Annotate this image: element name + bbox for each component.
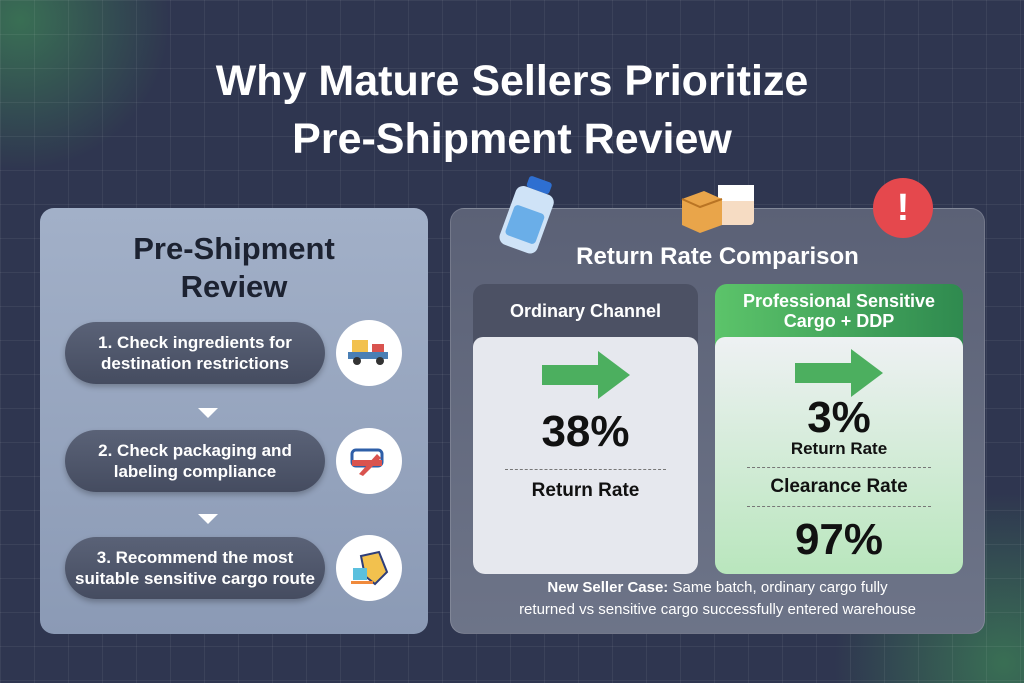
header-line: Professional Sensitive: [742, 290, 936, 311]
case-note: New Seller Case: Same batch, ordinary ca…: [451, 577, 984, 621]
down-arrow-icon: [198, 408, 218, 418]
step-text: destination restrictions: [101, 354, 289, 373]
divider: [747, 467, 931, 468]
header-line: Cargo + DDP: [783, 310, 895, 331]
clearance-rate-label: Clearance Rate: [770, 476, 908, 497]
step-text: labeling compliance: [113, 462, 277, 481]
right-arrow-icon: [541, 351, 630, 399]
step-2: 2. Check packaging and labeling complianc…: [65, 430, 325, 492]
step-3: 3. Recommend the most suitable sensitive …: [65, 537, 325, 599]
clearance-rate-value: 97%: [794, 515, 884, 564]
step-text: 1. Check ingredients for: [98, 333, 292, 352]
route-map-icon: [336, 535, 402, 601]
divider: [747, 506, 931, 507]
heading-line: Review: [180, 269, 288, 304]
case-note-label: New Seller Case:: [547, 579, 669, 596]
card-header: Professional Sensitive Cargo + DDP: [715, 284, 963, 337]
package-box-icon: [681, 185, 754, 233]
card-header: Ordinary Channel: [509, 300, 662, 321]
return-rate-label: Return Rate: [790, 439, 888, 458]
step-text: suitable sensitive cargo route: [75, 569, 315, 588]
truck-icon: [336, 320, 402, 386]
return-rate-value: 38%: [541, 407, 630, 456]
step-1: 1. Check ingredients for destination rest…: [65, 322, 325, 384]
right-arrow-icon: [795, 349, 883, 397]
panel-heading: Pre-Shipment Review: [40, 230, 428, 306]
professional-channel-card: Professional Sensitive Cargo + DDP 3% Ret…: [715, 284, 963, 574]
alert-icon: !: [873, 178, 933, 238]
bottle-icon: [499, 176, 554, 254]
step-text: 2. Check packaging and: [98, 441, 292, 460]
case-note-text: Same batch, ordinary cargo fully: [668, 579, 888, 596]
card-body: 38% Return Rate: [473, 337, 698, 574]
panel-title: Return Rate Comparison: [576, 243, 859, 270]
pre-shipment-review-panel: Pre-Shipment Review 1. Check ingredients…: [40, 208, 428, 634]
card-body: 3% Return Rate Clearance Rate 97%: [715, 337, 963, 574]
ordinary-channel-card: Ordinary Channel 38% Return Rate: [473, 284, 698, 574]
title-line: Pre-Shipment Review: [292, 115, 732, 163]
return-rate-value: 3%: [807, 393, 871, 442]
return-rate-label: Return Rate: [531, 480, 640, 501]
case-note-text: returned vs sensitive cargo successfully…: [519, 601, 916, 618]
divider: [505, 469, 666, 470]
page-title: Why Mature Sellers Prioritize Pre-Shipme…: [0, 52, 1024, 168]
title-line: Why Mature Sellers Prioritize: [215, 57, 809, 105]
down-arrow-icon: [198, 514, 218, 524]
label-tag-icon: [336, 428, 402, 494]
step-text: 3. Recommend the most: [96, 548, 294, 567]
heading-line: Pre-Shipment: [133, 231, 335, 266]
return-rate-comparison-panel: Return Rate Comparison Ordinary Channel …: [450, 208, 985, 634]
